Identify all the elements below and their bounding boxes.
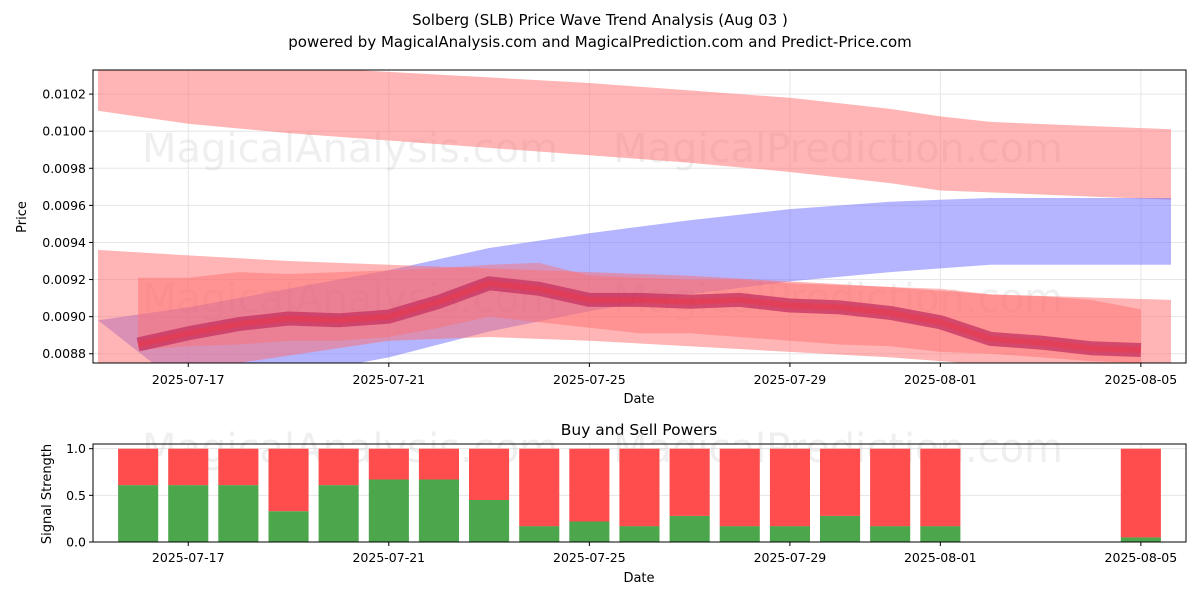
sell-bar xyxy=(418,448,459,480)
buy-bar xyxy=(168,485,209,542)
power-x-axis-label: Date xyxy=(623,571,654,586)
price-chart: MagicalAnalysis.com MagicalPrediction.co… xyxy=(15,69,1187,407)
sell-bar xyxy=(619,448,660,527)
price-x-tick-label: 2025-08-05 xyxy=(1105,372,1178,387)
power-x-tick-label: 2025-07-17 xyxy=(152,550,225,565)
sell-bar xyxy=(218,448,259,486)
power-chart-title: Buy and Sell Powers xyxy=(561,421,718,439)
buy-bar xyxy=(669,515,710,542)
band-wave-band xyxy=(138,262,1141,363)
price-x-axis-label: Date xyxy=(623,392,654,407)
price-y-tick-label: 0.0098 xyxy=(42,161,86,176)
power-x-tick-label: 2025-07-29 xyxy=(754,550,827,565)
price-x-tick-label: 2025-07-25 xyxy=(553,372,626,387)
buy-bar xyxy=(619,526,660,542)
price-y-tick-label: 0.0102 xyxy=(42,87,86,102)
price-y-tick-label: 0.0096 xyxy=(42,198,86,213)
line-price-trend-core xyxy=(137,280,1142,353)
buy-bar xyxy=(519,526,560,542)
power-plot-frame xyxy=(92,443,1187,543)
price-y-axis-label: Price xyxy=(15,201,30,233)
sell-bar xyxy=(469,448,510,500)
buy-bar xyxy=(118,485,159,542)
price-series xyxy=(98,70,1171,363)
sell-bar xyxy=(820,448,861,516)
power-y-tick-label: 0.5 xyxy=(66,488,86,503)
buy-bar xyxy=(569,521,610,542)
price-y-tick-label: 0.0094 xyxy=(42,235,86,250)
buy-bar xyxy=(719,526,760,542)
price-x-tick-label: 2025-07-29 xyxy=(754,372,827,387)
chart-subtitle: powered by MagicalAnalysis.com and Magic… xyxy=(288,33,912,51)
sell-bar xyxy=(268,448,309,512)
power-y-tick-label: 1.0 xyxy=(66,441,86,456)
chart-title: Solberg (SLB) Price Wave Trend Analysis … xyxy=(412,11,788,29)
sell-bar xyxy=(920,448,961,527)
price-y-ticks: 0.0088 0.0090 0.0092 0.0094 0.0096 0.0098 0.01… xyxy=(42,87,93,361)
buy-bar xyxy=(469,500,510,542)
sell-bar xyxy=(168,448,209,486)
price-x-tick-label: 2025-08-01 xyxy=(904,372,977,387)
buy-bar xyxy=(1120,537,1161,542)
power-y-axis-label: Signal Strength xyxy=(40,444,55,544)
buy-bar xyxy=(268,511,309,542)
price-x-tick-label: 2025-07-17 xyxy=(152,372,225,387)
sell-bar xyxy=(769,448,810,527)
power-x-tick-label: 2025-08-05 xyxy=(1105,550,1178,565)
power-x-ticks: 2025-07-17 2025-07-21 2025-07-25 2025-07-29… xyxy=(152,542,1177,565)
power-x-tick-label: 2025-07-21 xyxy=(352,550,425,565)
sell-bar xyxy=(1120,448,1161,538)
sell-bar xyxy=(719,448,760,527)
sell-bar xyxy=(569,448,610,522)
buy-bar xyxy=(820,515,861,542)
buy-bar xyxy=(318,485,359,542)
price-x-tick-label: 2025-07-21 xyxy=(352,372,425,387)
sell-bar xyxy=(118,448,159,486)
buy-bar xyxy=(368,479,409,542)
price-y-tick-label: 0.0100 xyxy=(42,124,86,139)
sell-bar xyxy=(368,448,409,480)
price-y-tick-label: 0.0090 xyxy=(42,309,86,324)
power-y-ticks: 0.0 0.5 1.0 xyxy=(66,441,93,550)
band-upper-red-band xyxy=(98,70,1171,200)
buy-bar xyxy=(769,526,810,542)
price-y-tick-label: 0.0088 xyxy=(42,346,86,361)
price-y-tick-label: 0.0092 xyxy=(42,272,86,287)
price-plot-frame xyxy=(92,69,1187,364)
sell-bar xyxy=(318,448,359,486)
power-x-tick-label: 2025-08-01 xyxy=(904,550,977,565)
power-x-tick-label: 2025-07-25 xyxy=(553,550,626,565)
buy-bar xyxy=(218,485,259,542)
power-chart: Buy and Sell Powers MagicalAnalysis.com … xyxy=(40,421,1187,586)
buy-bar xyxy=(418,479,459,542)
sell-bar xyxy=(519,448,560,527)
line-price-trend xyxy=(136,276,1142,357)
sell-bar xyxy=(669,448,710,516)
power-y-tick-label: 0.0 xyxy=(66,535,86,550)
buy-bar xyxy=(870,526,911,542)
price-x-ticks: 2025-07-17 2025-07-21 2025-07-25 2025-07-29… xyxy=(152,363,1177,387)
buy-bar xyxy=(920,526,961,542)
power-bars xyxy=(118,448,1161,542)
sell-bar xyxy=(870,448,911,527)
